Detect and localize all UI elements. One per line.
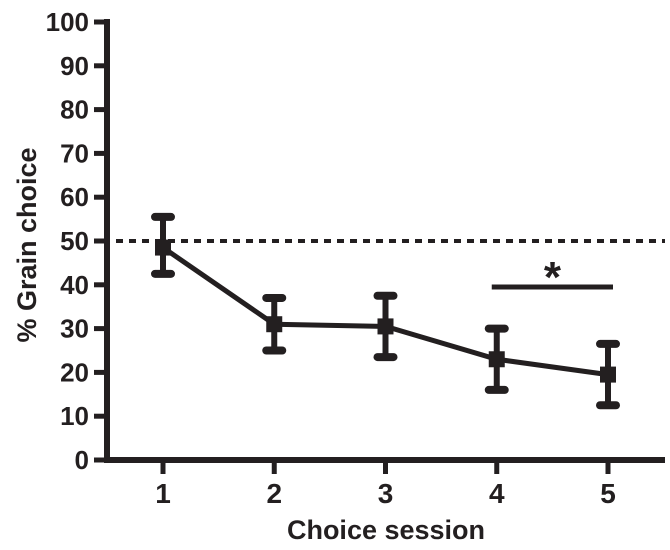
y-tick-label: 60 <box>60 182 89 212</box>
y-tick-label: 90 <box>60 51 89 81</box>
y-tick-label: 80 <box>60 95 89 125</box>
x-tick-label: 3 <box>378 478 394 509</box>
significance-asterisk: * <box>544 253 562 302</box>
data-point-marker <box>377 318 394 335</box>
y-tick-label: 0 <box>75 445 89 475</box>
x-tick-label: 4 <box>489 478 505 509</box>
y-axis-title: % Grain choice <box>12 147 42 343</box>
x-axis-title: Choice session <box>286 515 486 545</box>
data-point-marker <box>600 366 616 383</box>
x-tick-label: 2 <box>266 478 282 509</box>
y-tick-label: 70 <box>60 138 89 168</box>
data-point-marker <box>266 316 283 333</box>
y-tick-label: 10 <box>60 401 89 431</box>
y-tick-label: 40 <box>60 270 89 300</box>
y-tick-label: 20 <box>60 357 89 387</box>
data-point-marker <box>488 351 505 368</box>
y-tick-label: 30 <box>60 314 89 344</box>
data-point-marker <box>155 239 171 256</box>
x-tick-label: 1 <box>155 478 171 509</box>
x-tick-label: 5 <box>600 478 616 509</box>
y-tick-label: 100 <box>46 7 89 37</box>
y-tick-label: 50 <box>60 226 89 256</box>
